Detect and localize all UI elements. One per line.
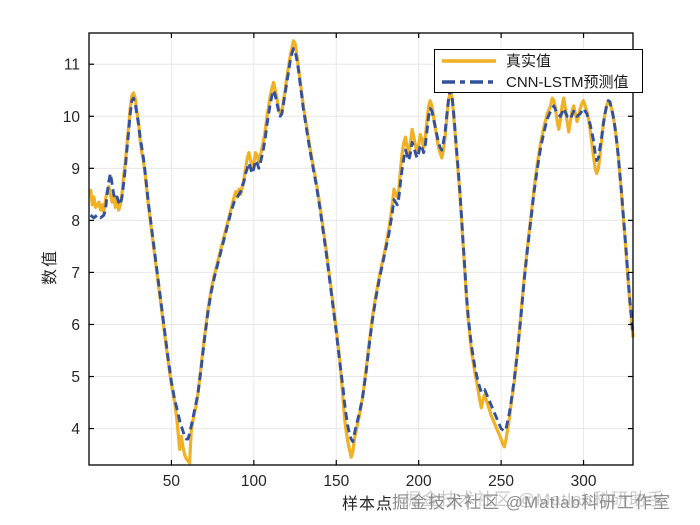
x-axis-label: 样本点: [342, 496, 394, 513]
y-tick-label: 5: [71, 369, 80, 386]
legend-label-pred: CNN-LSTM预测值: [506, 74, 629, 91]
y-axis-label: 数值: [42, 248, 60, 286]
y-tick-label: 11: [64, 57, 80, 74]
y-tick-label: 6: [71, 317, 80, 334]
legend-line-true: [442, 58, 496, 63]
series-line-1: [89, 47, 635, 444]
legend-line-pred: [442, 79, 496, 84]
x-tick-label: 300: [571, 473, 597, 490]
legend-entry-true: 真实值: [441, 51, 636, 70]
watermark: 掘金技术社区 @Matlab科研工作室: [392, 493, 672, 512]
x-tick-label: 150: [323, 473, 349, 490]
series-line-0: [89, 39, 635, 465]
legend: 真实值 CNN-LSTM预测值: [434, 49, 643, 93]
legend-entry-pred: CNN-LSTM预测值: [441, 72, 636, 91]
y-tick-label: 4: [71, 421, 80, 438]
x-tick-label: 50: [163, 473, 181, 490]
watermark-ghost: 掘金技术社区 @Matlab科研助手: [404, 490, 666, 509]
legend-label-true: 真实值: [506, 53, 552, 70]
y-tick-label: 7: [71, 265, 80, 282]
x-tick-label: 250: [488, 473, 514, 490]
y-tick-label: 10: [63, 109, 81, 126]
x-tick-label: 200: [406, 473, 432, 490]
x-tick-label: 100: [241, 473, 267, 490]
y-tick-label: 8: [71, 213, 80, 230]
y-tick-label: 9: [71, 161, 80, 178]
axes-border: [88, 32, 634, 466]
